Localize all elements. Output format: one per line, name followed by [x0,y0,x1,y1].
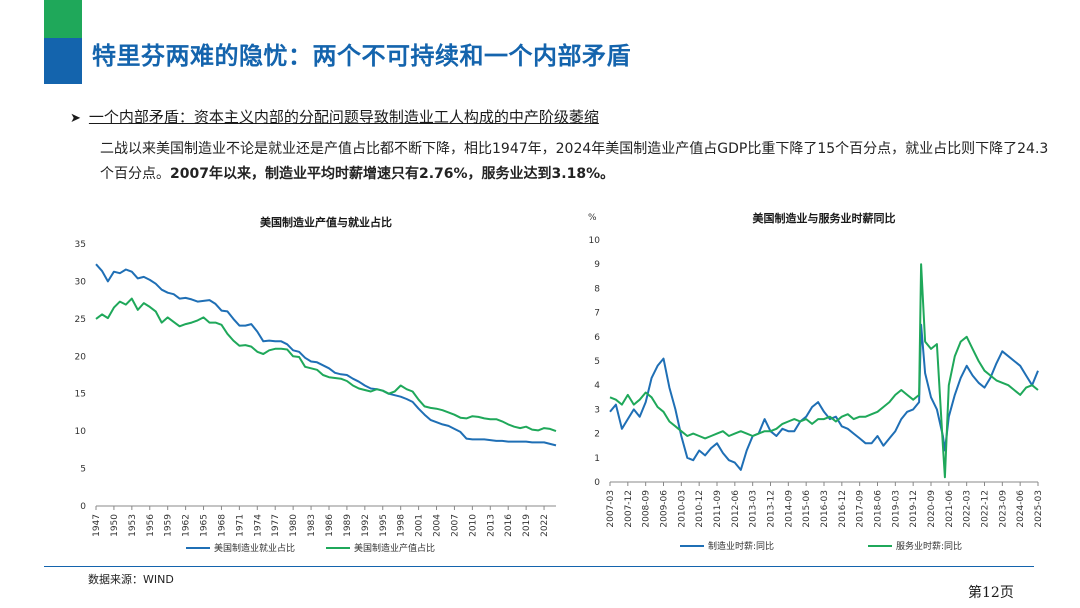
y-tick-label: 0 [80,502,86,512]
x-tick-label: 2013-12 [767,490,777,528]
legend-label-1: 制造业时薪:同比 [708,540,774,552]
y-tick-label: 5 [80,465,86,475]
chart-left-svg: 美国制造业产值与就业占比 0 5 10 15 20 25 30 35 1947 1950 1953 19… [75,215,557,554]
chart-manufacturing-share: 美国制造业产值与就业占比 0 5 10 15 20 25 30 35 1947 1950 1953 19… [56,200,566,562]
accent-block-blue [44,38,82,84]
x-tick-label: 1995 [379,514,389,537]
footer-rule [44,566,1034,567]
x-tick-label: 2007-03 [606,490,616,528]
x-tick-label: 2007-12 [624,490,634,528]
x-tick-label: 2022-03 [963,490,973,528]
series-line-2 [95,297,557,433]
x-tick-label: 2014-09 [784,490,794,528]
y-tick-label: 1 [594,454,600,464]
legend-label-2: 服务业时薪:同比 [896,540,962,552]
x-tick-label: 1980 [289,514,299,537]
x-tick-label: 2004 [433,514,443,537]
series-line-2 [609,263,1039,479]
y-tick-label: 30 [75,277,87,287]
x-tick-label: 2013-03 [749,490,759,528]
x-tick-label: 2019-12 [909,490,919,528]
x-tick-label: 1962 [182,514,192,537]
y-tick-label: 25 [75,315,86,325]
x-tick-label: 2016-03 [820,490,830,528]
y-tick-label: 3 [594,405,600,415]
y-tick-label: 10 [589,236,601,246]
x-tick-label: 1971 [235,514,245,537]
x-tick-label: 2023-09 [998,490,1008,528]
y-tick-label: 0 [594,478,600,488]
chart-hourly-wage-yoy: 美国制造业与服务业时薪同比% 0 1 2 3 4 5 6 7 8 9 10 2007-03 2007-12… [572,200,1052,562]
subheading-text: 一个内部矛盾：资本主义内部的分配问题导致制造业工人构成的中产阶级萎缩 [88,108,599,126]
data-source: 数据来源：WIND [88,573,174,586]
x-tick-label: 2018-06 [874,490,884,528]
body-paragraph: 二战以来美国制造业不论是就业还是产值占比都不断下降，相比1947年，2024年美… [100,137,1060,187]
x-tick-label: 1989 [343,514,353,537]
body-bold-text: 2007年以来，制造业平均时薪增速只有2.76%，服务业达到3.18%。 [170,166,615,182]
x-tick-label: 2017-09 [856,490,866,528]
x-tick-label: 2025-03 [1034,490,1044,528]
y-tick-label: 4 [594,381,600,391]
x-tick-label: 1959 [164,514,174,537]
x-tick-label: 1956 [146,514,156,537]
x-tick-label: 2022-12 [981,490,991,528]
x-tick-label: 1977 [271,514,281,537]
y-tick-label: 2 [594,430,600,440]
page-number: 第12页 [968,585,1014,601]
x-tick-label: 2012-06 [731,490,741,528]
x-tick-label: 1992 [361,514,371,537]
x-tick-label: 1953 [128,514,138,537]
x-tick-label: 1986 [325,514,335,537]
x-tick-label: 2024-06 [1016,490,1026,528]
x-tick-label: 2008-09 [642,490,652,528]
legend-label-2: 美国制造业产值占比 [354,542,435,554]
y-tick-label: 10 [75,427,87,437]
y-tick-label: 7 [594,309,600,319]
y-tick-label: 20 [75,352,87,362]
x-tick-label: 2011-09 [713,490,723,528]
accent-block-green [44,0,82,38]
series-line-1 [95,263,557,447]
x-tick-label: 2010-12 [695,490,705,528]
x-tick-label: 1983 [307,514,317,537]
chart-title: 美国制造业与服务业时薪同比 [753,211,896,225]
x-tick-label: 2022 [540,514,550,537]
body-plain-text: 二战以来美国制造业不论是就业还是产值占比都不断下降，相比1947年，2024年美… [100,141,1049,182]
legend-label-1: 美国制造业就业占比 [214,542,295,554]
chart-right-svg: 美国制造业与服务业时薪同比% 0 1 2 3 4 5 6 7 8 9 10 2007-03 2007-12… [588,211,1044,552]
x-tick-label: 2016 [504,514,514,537]
x-tick-label: 2019 [522,514,532,537]
x-tick-label: 2007 [450,514,460,537]
x-tick-label: 2009-06 [660,490,670,528]
y-tick-label: 6 [594,333,600,343]
series-line-1 [609,323,1039,471]
x-tick-label: 2016-12 [838,490,848,528]
y-tick-label: 9 [594,260,600,270]
slide-title: 特里芬两难的隐忧：两个不可持续和一个内部矛盾 [92,42,631,70]
x-tick-label: 2020-09 [927,490,937,528]
x-tick-label: 2010-03 [677,490,687,528]
y-tick-label: 5 [594,357,600,367]
subheading: ➤ 一个内部矛盾：资本主义内部的分配问题导致制造业工人构成的中产阶级萎缩 [70,106,599,127]
chart-title: 美国制造业产值与就业占比 [260,215,392,229]
y-axis-unit-label: % [588,213,597,223]
x-tick-label: 1950 [110,514,120,537]
x-tick-label: 2001 [415,514,425,537]
y-tick-label: 8 [594,284,600,294]
x-tick-label: 1974 [253,514,263,537]
x-tick-label: 1947 [92,514,102,537]
x-tick-label: 1968 [217,514,227,537]
arrow-bullet-icon: ➤ [70,111,81,126]
x-tick-label: 2010 [468,514,478,537]
x-tick-label: 2019-03 [891,490,901,528]
y-tick-label: 35 [75,240,86,250]
x-tick-label: 1998 [397,514,407,537]
x-tick-label: 2013 [486,514,496,537]
x-tick-label: 2015-06 [802,490,812,528]
x-tick-label: 2021-06 [945,490,955,528]
y-tick-label: 15 [75,390,86,400]
x-tick-label: 1965 [200,514,210,537]
